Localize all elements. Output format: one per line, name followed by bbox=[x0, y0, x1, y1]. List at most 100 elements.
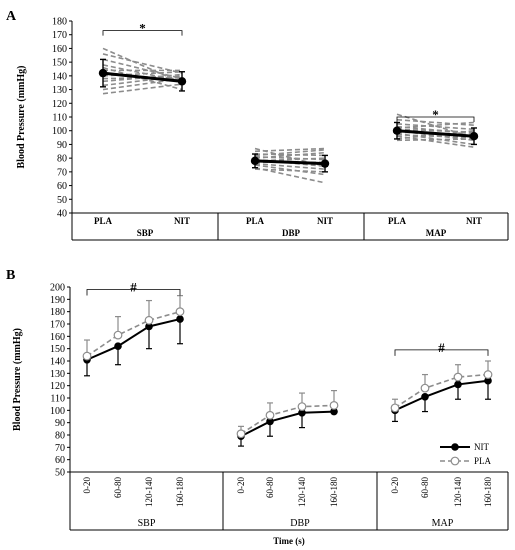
group-label: MAP bbox=[432, 518, 454, 529]
individual-line bbox=[396, 123, 475, 131]
nit-point bbox=[454, 380, 462, 389]
group-label: SBP bbox=[137, 228, 154, 238]
significance-bracket bbox=[396, 116, 475, 122]
panel-b-group-sbp: 0-20 60-80 120-140 160-180 SBP # bbox=[82, 279, 185, 529]
individual-line bbox=[396, 138, 475, 142]
significance-bracket bbox=[102, 30, 183, 36]
individual-line bbox=[254, 151, 326, 159]
panel-b-y-tick-label: 180 bbox=[50, 307, 65, 318]
time-label: 160-180 bbox=[175, 477, 185, 507]
panel-a-y-tick-label: 100 bbox=[52, 126, 67, 137]
mean-point bbox=[392, 126, 402, 135]
condition-label: NIT bbox=[466, 216, 482, 226]
pla-point bbox=[329, 401, 339, 410]
panel-a-y-tick-label: 40 bbox=[57, 209, 67, 220]
nit-point bbox=[298, 409, 306, 417]
pla-series-line bbox=[240, 404, 335, 435]
panel-a-y-tick-label: 50 bbox=[57, 195, 67, 206]
significance-bracket bbox=[394, 349, 489, 356]
time-label: 120-140 bbox=[144, 477, 154, 507]
group-label: SBP bbox=[138, 518, 156, 529]
individual-line bbox=[102, 47, 183, 84]
nit-series-line bbox=[86, 318, 181, 361]
panel-a-y-tick-label: 70 bbox=[57, 167, 67, 178]
panel-a-y-tick-label: 90 bbox=[57, 140, 67, 151]
pla-point bbox=[265, 410, 275, 420]
time-label: 160-180 bbox=[483, 477, 493, 507]
pla-series-line bbox=[394, 373, 489, 409]
mean-point bbox=[98, 68, 108, 78]
nit-point bbox=[145, 322, 153, 331]
nit-point bbox=[114, 342, 122, 351]
panel-b-letter: B bbox=[6, 268, 15, 283]
mean-point bbox=[250, 156, 260, 166]
time-label: 0-20 bbox=[82, 477, 92, 494]
significance-marker: # bbox=[438, 340, 445, 355]
nit-point bbox=[266, 417, 274, 426]
panel-b-y-tick-label: 80 bbox=[55, 431, 65, 442]
individual-line bbox=[254, 147, 326, 153]
legend-pla-label: PLA bbox=[474, 456, 492, 466]
individual-line bbox=[396, 118, 475, 127]
condition-label: PLA bbox=[94, 216, 113, 226]
individual-line bbox=[396, 129, 475, 140]
pla-point bbox=[113, 330, 123, 340]
panel-b-y-tick-label: 140 bbox=[50, 357, 65, 368]
condition-label: NIT bbox=[174, 216, 190, 226]
mean-line bbox=[396, 129, 475, 138]
panel-b-x-axis-label: Time (s) bbox=[273, 536, 305, 546]
individual-line bbox=[396, 134, 475, 139]
panel-b-y-tick-label: 130 bbox=[50, 369, 65, 380]
individual-line bbox=[102, 83, 183, 95]
individual-line bbox=[254, 162, 326, 170]
panel-b-y-tick-label: 200 bbox=[50, 283, 65, 294]
panel-a-y-tick-label: 120 bbox=[52, 99, 67, 110]
pla-series-line bbox=[86, 310, 181, 357]
pla-point bbox=[236, 429, 246, 439]
panel-b-y-tick-label: 90 bbox=[55, 418, 65, 429]
panel-b-y-tick-label: 60 bbox=[55, 455, 65, 466]
panel-b-group-map: 0-20 60-80 120-140 160-180 MAP # bbox=[390, 340, 493, 529]
nit-series-line bbox=[394, 379, 489, 412]
panel-a-group-dbp: PLA NIT DBP bbox=[246, 147, 333, 238]
pla-point bbox=[144, 315, 154, 325]
panel-a-y-tick-label: 110 bbox=[52, 113, 67, 124]
panel-b-y-tick-label: 70 bbox=[55, 443, 65, 454]
time-label: 60-80 bbox=[265, 477, 275, 498]
nit-point bbox=[421, 392, 429, 401]
mean-line bbox=[102, 71, 183, 83]
panel-b-y-tick-label: 150 bbox=[50, 344, 65, 355]
panel-b-y-tick-label: 50 bbox=[55, 468, 65, 479]
mean-point bbox=[320, 159, 330, 168]
mean-point bbox=[177, 77, 187, 86]
mean-point bbox=[469, 132, 479, 141]
pla-point bbox=[453, 372, 463, 382]
individual-line bbox=[254, 149, 326, 157]
panel-a-y-axis-label: Blood Pressure (mmHg) bbox=[16, 66, 27, 169]
time-label: 0-20 bbox=[390, 477, 400, 494]
time-label: 0-20 bbox=[236, 477, 246, 494]
mean-line bbox=[254, 159, 326, 166]
pla-point bbox=[390, 403, 400, 413]
panel-b-y-tick-label: 100 bbox=[50, 406, 65, 417]
panel-b-y-axis-label: Blood Pressure (mmHg) bbox=[12, 328, 23, 431]
pla-point bbox=[82, 351, 92, 361]
panel-a-y-tick-label: 60 bbox=[57, 181, 67, 192]
legend-pla-marker bbox=[450, 456, 460, 466]
individual-line bbox=[254, 168, 326, 173]
panel-a-y-tick-label: 160 bbox=[52, 44, 67, 55]
panel-a: 40 50 60 70 80 90 100 110 120 130 140 150 160 170 180 B… bbox=[16, 17, 509, 241]
significance-marker: # bbox=[130, 279, 137, 294]
panel-a-y-tick-label: 130 bbox=[52, 85, 67, 96]
nit-point bbox=[330, 407, 338, 416]
panel-b-legend: NIT PLA bbox=[440, 442, 492, 466]
panel-b-y-tick-label: 190 bbox=[50, 295, 65, 306]
group-label: DBP bbox=[290, 518, 310, 529]
nit-point bbox=[484, 376, 492, 385]
time-label: 60-80 bbox=[113, 477, 123, 498]
panel-a-y-tick-label: 180 bbox=[52, 17, 67, 28]
pla-point bbox=[420, 383, 430, 393]
time-label: 60-80 bbox=[420, 477, 430, 498]
